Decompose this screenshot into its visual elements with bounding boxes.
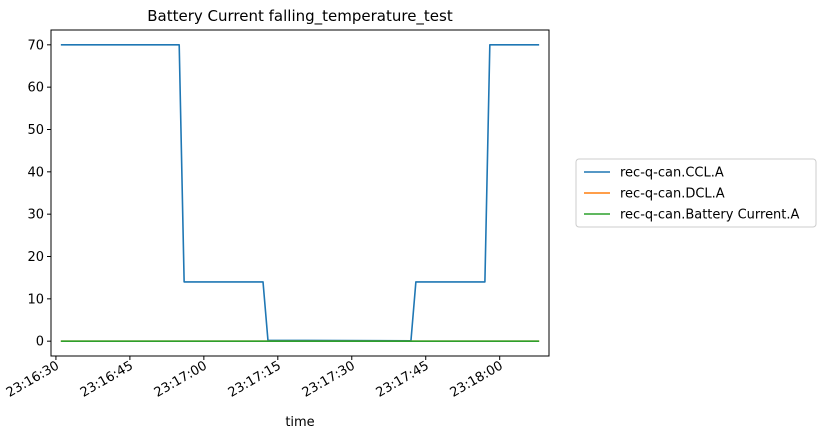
legend-entry: rec-q-can.DCL.A	[620, 187, 725, 202]
y-tick-label: 20	[27, 250, 44, 265]
y-tick-label: 0	[36, 335, 44, 350]
x-tick-label: 23:18:00	[448, 358, 506, 400]
x-tick-label: 23:17:45	[374, 358, 432, 400]
y-tick-label: 60	[27, 81, 44, 96]
plot-frame	[50, 29, 550, 357]
x-tick-label: 23:16:45	[78, 358, 136, 400]
x-tick-label: 23:17:30	[300, 358, 358, 400]
x-tick-label: 23:17:15	[226, 358, 284, 400]
legend: rec-q-can.CCL.A rec-q-can.DCL.A rec-q-can.…	[575, 158, 817, 228]
x-tick-label: 23:17:00	[152, 358, 210, 400]
y-axis: 0 10 20 30 40 50 60 70	[27, 38, 51, 350]
y-tick-label: 70	[27, 38, 44, 53]
legend-entry: rec-q-can.CCL.A	[620, 166, 724, 181]
y-tick-label: 30	[27, 208, 44, 223]
x-tick-label: 23:16:30	[4, 358, 62, 400]
y-tick-label: 40	[27, 165, 44, 180]
chart-title: Battery Current falling_temperature_test	[147, 7, 453, 26]
y-tick-label: 10	[27, 292, 44, 307]
y-tick-label: 50	[27, 123, 44, 138]
x-axis: 23:16:30 23:16:45 23:17:00 23:17:15 23:17:30…	[4, 356, 506, 401]
legend-frame	[575, 158, 817, 228]
legend-entry: rec-q-can.Battery Current.A	[620, 208, 800, 223]
x-axis-label: time	[285, 415, 314, 430]
series-line	[60, 44, 540, 342]
series-lines	[60, 44, 540, 342]
